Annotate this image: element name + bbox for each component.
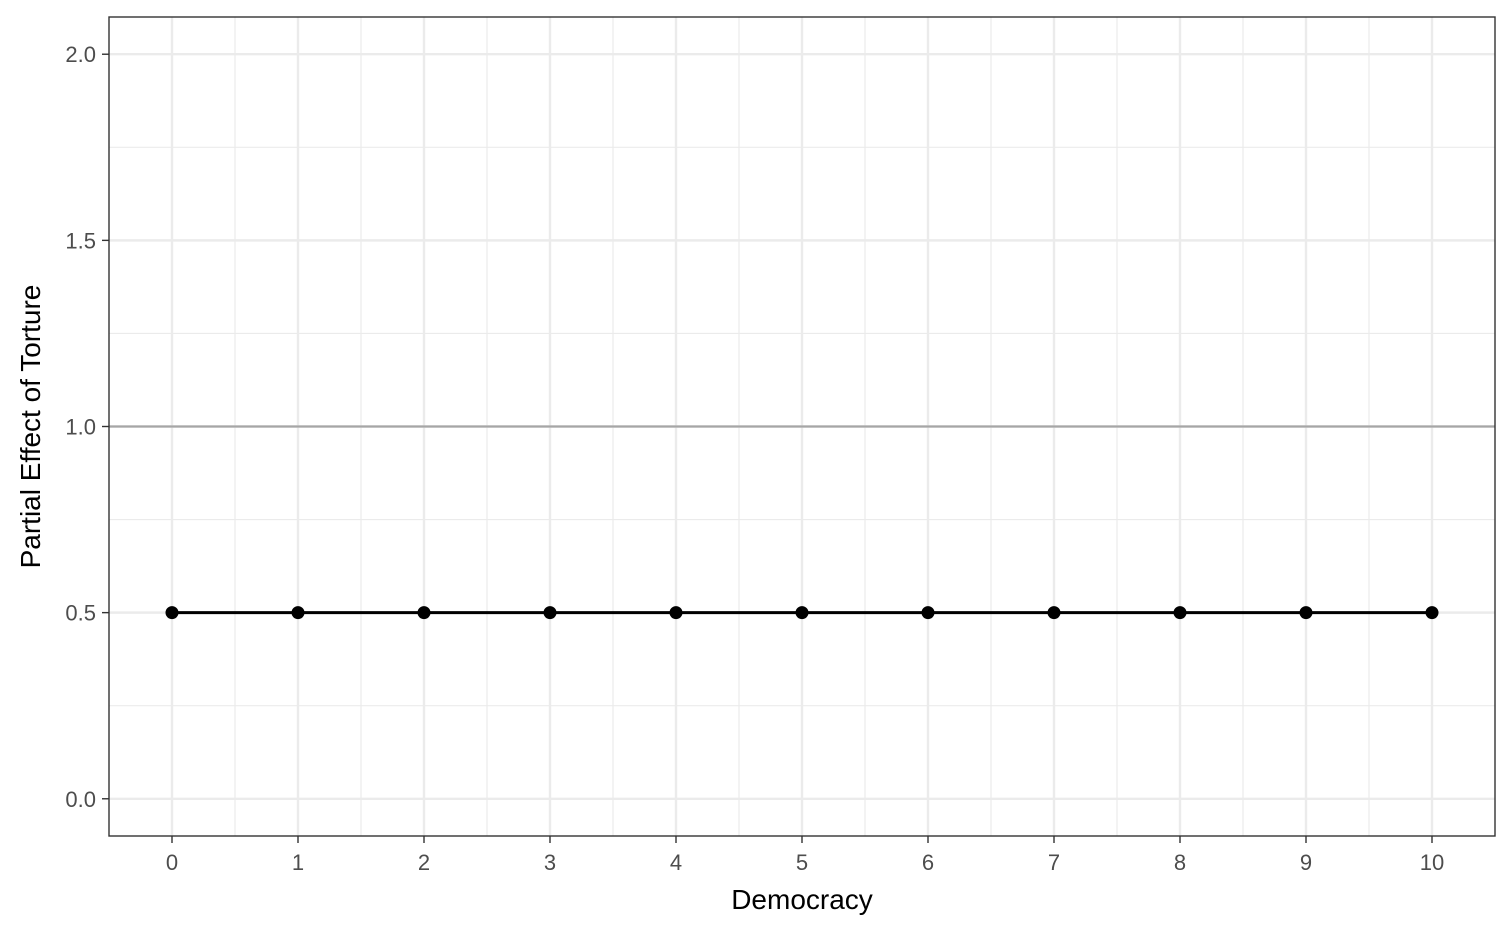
data-point xyxy=(291,606,305,620)
x-tick-label: 8 xyxy=(1174,850,1186,875)
data-point xyxy=(1173,606,1187,620)
y-tick-label: 1.0 xyxy=(65,415,96,440)
data-point xyxy=(1425,606,1439,620)
y-tick-label: 0.0 xyxy=(65,787,96,812)
x-tick-label: 7 xyxy=(1048,850,1060,875)
x-axis-ticks: 0 1 2 3 4 5 6 7 8 9 10 xyxy=(166,836,1444,875)
y-tick-label: 1.5 xyxy=(65,228,96,253)
data-point xyxy=(1047,606,1061,620)
y-axis-title: Partial Effect of Torture xyxy=(15,285,46,569)
data-point xyxy=(921,606,935,620)
data-point xyxy=(543,606,557,620)
x-axis-title: Democracy xyxy=(731,884,873,915)
x-tick-label: 2 xyxy=(418,850,430,875)
data-point xyxy=(165,606,179,620)
series-layer xyxy=(165,606,1439,620)
x-tick-label: 3 xyxy=(544,850,556,875)
data-point xyxy=(795,606,809,620)
x-tick-label: 10 xyxy=(1420,850,1444,875)
x-tick-label: 9 xyxy=(1300,850,1312,875)
data-point xyxy=(1299,606,1313,620)
y-tick-label: 0.5 xyxy=(65,601,96,626)
y-tick-label: 2.0 xyxy=(65,42,96,67)
x-tick-label: 6 xyxy=(922,850,934,875)
x-tick-label: 0 xyxy=(166,850,178,875)
y-axis-ticks: 0.0 0.5 1.0 1.5 2.0 xyxy=(65,42,109,812)
x-tick-label: 4 xyxy=(670,850,682,875)
x-tick-label: 1 xyxy=(292,850,304,875)
x-tick-label: 5 xyxy=(796,850,808,875)
data-point xyxy=(669,606,683,620)
data-point xyxy=(417,606,431,620)
